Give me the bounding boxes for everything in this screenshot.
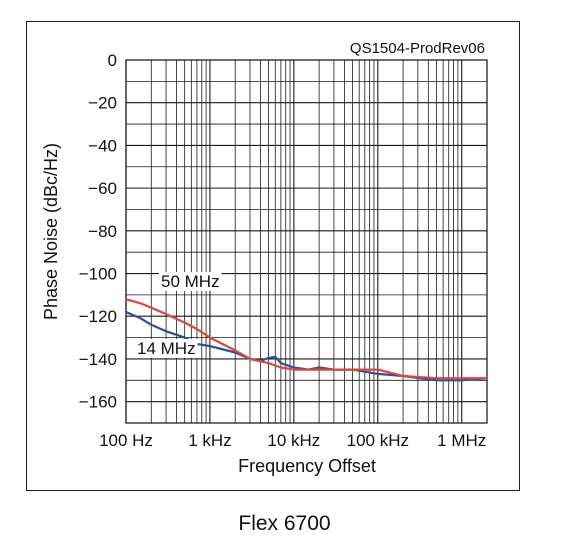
label-50mhz-background xyxy=(159,272,222,291)
x-tick-labels: 100 Hz 1 kHz 10 kHz 100 kHz 1 MHz xyxy=(99,431,486,450)
label-14mhz-background xyxy=(135,339,198,358)
phase-noise-chart: 0 −20 −40 −60 −80 −100 −120 −140 −160 100 Hz 1 kH… xyxy=(41,40,488,476)
figure-caption: Flex 6700 xyxy=(238,512,331,535)
y-tick-label: 0 xyxy=(108,51,117,70)
y-tick-label: −60 xyxy=(88,179,117,198)
y-tick-labels: 0 −20 −40 −60 −80 −100 −120 −140 −160 xyxy=(79,51,117,412)
y-tick-label: −120 xyxy=(79,307,117,326)
chart-frame xyxy=(26,21,520,491)
y-tick-label: −20 xyxy=(88,94,117,113)
y-axis-label: Phase Noise (dBc/Hz) xyxy=(41,143,61,320)
x-tick-label: 100 Hz xyxy=(99,431,153,450)
x-tick-label: 10 kHz xyxy=(267,431,320,450)
x-tick-label: 1 MHz xyxy=(437,431,486,450)
y-tick-label: −40 xyxy=(88,136,117,155)
series-line-14-mhz xyxy=(125,310,488,382)
plot-area xyxy=(125,59,488,424)
series-label-14mhz: 14 MHz xyxy=(137,339,196,358)
y-tick-label: −140 xyxy=(79,350,117,369)
x-axis-label: Frequency Offset xyxy=(238,456,376,476)
series-label-50mhz: 50 MHz xyxy=(161,272,220,291)
series-layer xyxy=(125,298,488,382)
y-tick-label: −100 xyxy=(79,265,117,284)
y-tick-label: −160 xyxy=(79,393,117,412)
x-tick-label: 100 kHz xyxy=(347,431,409,450)
x-tick-label: 1 kHz xyxy=(188,431,231,450)
y-tick-label: −80 xyxy=(88,222,117,241)
document-id: QS1504-ProdRev06 xyxy=(350,40,485,57)
series-line-50-mhz xyxy=(125,298,487,380)
